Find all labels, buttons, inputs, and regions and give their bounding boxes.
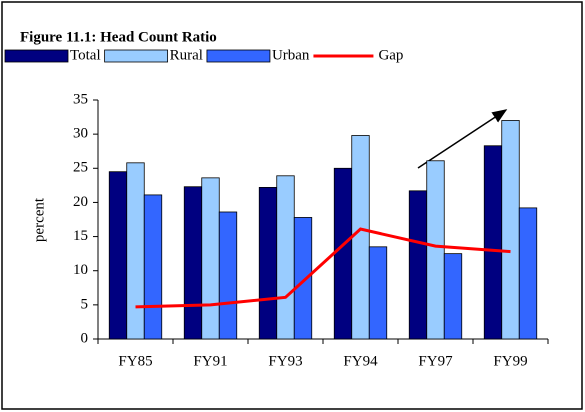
bar xyxy=(443,253,463,340)
bar xyxy=(408,190,428,340)
bar xyxy=(143,194,163,340)
bar xyxy=(368,246,388,340)
y-tick-label: 0 xyxy=(81,330,89,346)
trend-arrow xyxy=(417,109,508,169)
bar xyxy=(351,135,370,340)
y-axis-label: percent xyxy=(31,197,47,242)
legend-label: Gap xyxy=(378,47,403,63)
y-tick-label: 35 xyxy=(73,91,88,107)
legend-label: Total xyxy=(70,47,101,63)
x-tick-label: FY94 xyxy=(343,353,378,369)
legend-label: Urban xyxy=(272,47,310,63)
bar xyxy=(276,175,295,340)
bar xyxy=(333,167,353,340)
y-tick-label: 10 xyxy=(73,262,88,278)
legend-swatch xyxy=(206,49,271,63)
y-tick-label: 15 xyxy=(73,228,88,244)
bar xyxy=(126,162,145,340)
y-tick-label: 30 xyxy=(73,126,88,142)
bar xyxy=(518,207,538,340)
chart-title: Figure 11.1: Head Count Ratio xyxy=(20,29,217,45)
bar xyxy=(501,120,520,340)
bar xyxy=(201,177,220,340)
bar xyxy=(108,171,128,340)
bar xyxy=(258,187,278,340)
legend-label: Rural xyxy=(170,47,203,63)
y-tick-label: 25 xyxy=(73,160,88,176)
bar xyxy=(293,217,313,340)
x-tick-label: FY91 xyxy=(193,353,227,369)
x-tick-label: FY85 xyxy=(118,353,152,369)
legend-swatch xyxy=(104,49,169,63)
bar xyxy=(483,145,503,340)
bar xyxy=(183,186,203,340)
legend-swatch xyxy=(4,49,69,63)
x-tick-label: FY97 xyxy=(418,353,453,369)
line-series xyxy=(135,227,511,309)
y-tick-label: 20 xyxy=(73,194,88,210)
y-tick-label: 5 xyxy=(81,296,89,312)
x-tick-label: FY93 xyxy=(268,353,302,369)
bar xyxy=(426,160,445,340)
x-tick-label: FY99 xyxy=(493,353,527,369)
bar xyxy=(218,211,238,340)
